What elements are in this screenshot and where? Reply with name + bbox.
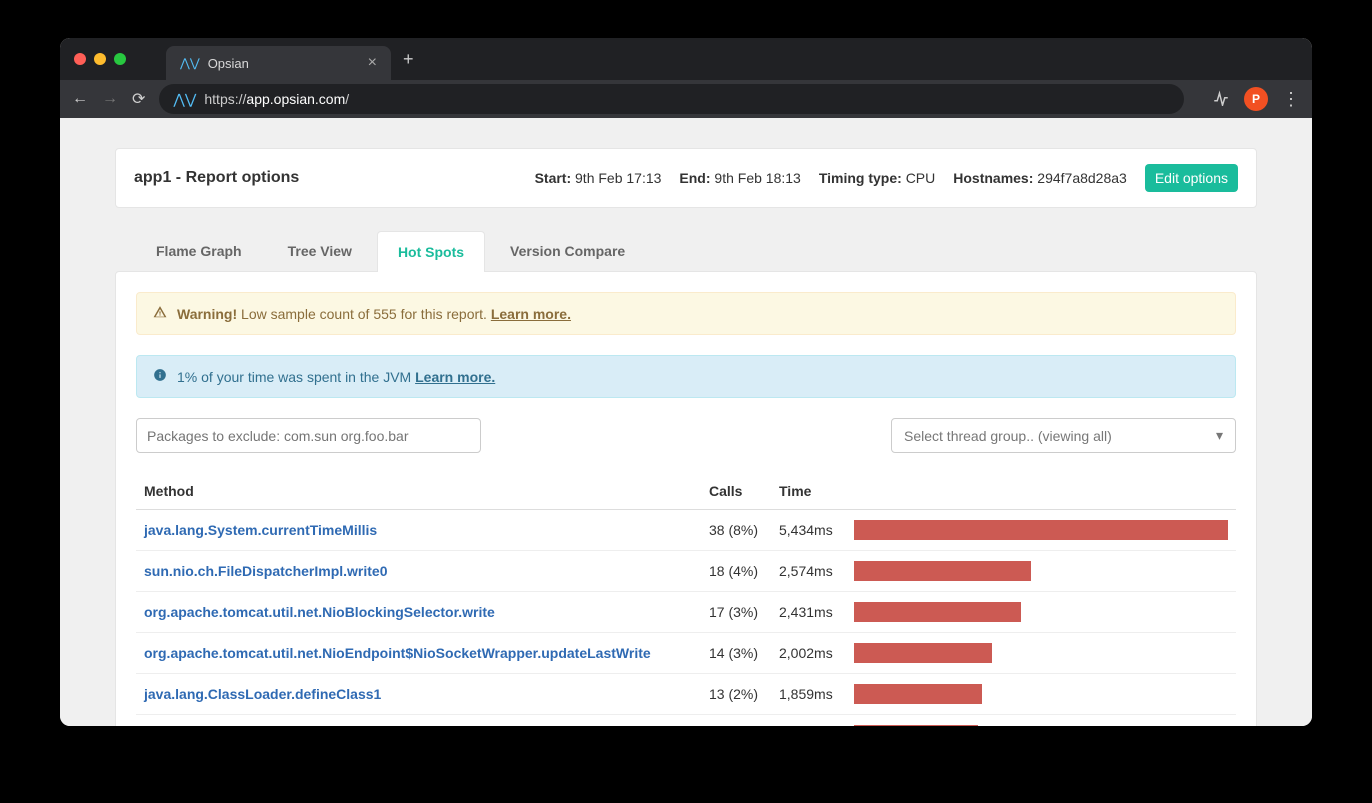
- music-icon[interactable]: [1212, 88, 1230, 111]
- avatar-letter: P: [1252, 92, 1260, 106]
- warning-learn-more-link[interactable]: Learn more.: [491, 306, 571, 322]
- time-bar: [854, 725, 978, 726]
- calls-value: 17 (3%): [701, 592, 771, 633]
- window-minimize-button[interactable]: [94, 53, 106, 65]
- profile-avatar[interactable]: P: [1244, 87, 1268, 111]
- reload-button[interactable]: ⟳: [132, 89, 145, 109]
- method-link[interactable]: org.apache.tomcat.util.net.NioEndpoint$N…: [136, 633, 701, 674]
- time-value: 1,859ms: [771, 674, 846, 715]
- method-link[interactable]: sun.nio.ch.FileDispatcherImpl.write0: [136, 551, 701, 592]
- info-text: 1% of your time was spent in the JVM Lea…: [177, 369, 495, 385]
- method-link[interactable]: [136, 715, 701, 727]
- end-label: End:: [679, 170, 710, 186]
- info-alert: 1% of your time was spent in the JVM Lea…: [136, 355, 1236, 398]
- time-bar: [854, 602, 1021, 622]
- page-title: app1 - Report options: [134, 169, 299, 187]
- tab-title: Opsian: [208, 56, 360, 71]
- browser-right-icons: P ⋮: [1212, 87, 1300, 111]
- browser-tab[interactable]: ⋀⋁ Opsian ×: [166, 46, 391, 80]
- edit-options-button[interactable]: Edit options: [1145, 164, 1238, 192]
- time-bar-cell: [846, 633, 1236, 674]
- time-value: 2,002ms: [771, 633, 846, 674]
- url-host: app.opsian.com: [246, 91, 345, 107]
- time-value: [771, 715, 846, 727]
- back-button[interactable]: ←: [72, 90, 88, 108]
- time-bar-cell: [846, 715, 1236, 727]
- calls-value: 14 (3%): [701, 633, 771, 674]
- method-link[interactable]: org.apache.tomcat.util.net.NioBlockingSe…: [136, 592, 701, 633]
- tab-tree-view[interactable]: Tree View: [267, 230, 373, 271]
- method-link[interactable]: java.lang.System.currentTimeMillis: [136, 510, 701, 551]
- hostnames-value: 294f7a8d28a3: [1037, 170, 1127, 186]
- url-bar: ← → ⟳ ⋀⋁ https://app.opsian.com/ P ⋮: [60, 80, 1312, 118]
- window-maximize-button[interactable]: [114, 53, 126, 65]
- column-header: Method: [136, 473, 701, 510]
- tab-version-compare[interactable]: Version Compare: [489, 230, 646, 271]
- report-meta: Start: 9th Feb 17:13 End: 9th Feb 18:13 …: [535, 170, 1127, 186]
- controls-row: Select thread group.. (viewing all) ▾: [136, 418, 1236, 453]
- time-bar-cell: [846, 551, 1236, 592]
- time-value: 2,431ms: [771, 592, 846, 633]
- info-icon: [153, 368, 167, 385]
- pulse-icon: ⋀⋁: [173, 91, 196, 108]
- chevron-down-icon: ▾: [1216, 427, 1223, 444]
- tab-close-icon[interactable]: ×: [368, 54, 377, 72]
- url-path: /: [345, 91, 349, 107]
- url-text: https://app.opsian.com/: [204, 91, 349, 107]
- table-row: java.lang.System.currentTimeMillis38 (8%…: [136, 510, 1236, 551]
- calls-value: 13 (2%): [701, 674, 771, 715]
- traffic-lights: [74, 53, 126, 65]
- column-header: [846, 473, 1236, 510]
- forward-button[interactable]: →: [102, 90, 118, 108]
- time-bar-cell: [846, 510, 1236, 551]
- start-label: Start:: [535, 170, 572, 186]
- new-tab-button[interactable]: +: [403, 49, 414, 70]
- info-learn-more-link[interactable]: Learn more.: [415, 369, 495, 385]
- warning-alert: Warning! Low sample count of 555 for thi…: [136, 292, 1236, 335]
- calls-value: 38 (8%): [701, 510, 771, 551]
- time-value: 2,574ms: [771, 551, 846, 592]
- hotspots-table: MethodCallsTime java.lang.System.current…: [136, 473, 1236, 726]
- time-value: 5,434ms: [771, 510, 846, 551]
- url-scheme: https://: [204, 91, 246, 107]
- content-panel: Warning! Low sample count of 555 for thi…: [115, 271, 1257, 726]
- titlebar: ⋀⋁ Opsian × +: [60, 38, 1312, 80]
- time-bar-cell: [846, 592, 1236, 633]
- view-tabs: Flame GraphTree ViewHot SpotsVersion Com…: [115, 230, 1257, 271]
- browser-window: ⋀⋁ Opsian × + ← → ⟳ ⋀⋁ https://app.opsia…: [60, 38, 1312, 726]
- table-row: org.apache.tomcat.util.net.NioEndpoint$N…: [136, 633, 1236, 674]
- tab-hot-spots[interactable]: Hot Spots: [377, 231, 485, 272]
- page-viewport: app1 - Report options Start: 9th Feb 17:…: [60, 118, 1312, 726]
- table-row: sun.nio.ch.FileDispatcherImpl.write018 (…: [136, 551, 1236, 592]
- browser-menu-button[interactable]: ⋮: [1282, 89, 1300, 110]
- table-row: [136, 715, 1236, 727]
- address-bar[interactable]: ⋀⋁ https://app.opsian.com/: [159, 84, 1184, 114]
- time-bar: [854, 684, 982, 704]
- method-link[interactable]: java.lang.ClassLoader.defineClass1: [136, 674, 701, 715]
- start-value: 9th Feb 17:13: [575, 170, 661, 186]
- thread-group-select[interactable]: Select thread group.. (viewing all) ▾: [891, 418, 1236, 453]
- column-header: Calls: [701, 473, 771, 510]
- window-close-button[interactable]: [74, 53, 86, 65]
- calls-value: 18 (4%): [701, 551, 771, 592]
- packages-exclude-input[interactable]: [136, 418, 481, 453]
- table-row: java.lang.ClassLoader.defineClass113 (2%…: [136, 674, 1236, 715]
- calls-value: [701, 715, 771, 727]
- timing-label: Timing type:: [819, 170, 902, 186]
- warning-icon: [153, 305, 167, 322]
- time-bar-cell: [846, 674, 1236, 715]
- tab-flame-graph[interactable]: Flame Graph: [135, 230, 263, 271]
- report-header: app1 - Report options Start: 9th Feb 17:…: [115, 148, 1257, 208]
- select-placeholder: Select thread group.. (viewing all): [904, 428, 1112, 444]
- time-bar: [854, 643, 992, 663]
- column-header: Time: [771, 473, 846, 510]
- warning-text: Warning! Low sample count of 555 for thi…: [177, 306, 571, 322]
- hostnames-label: Hostnames:: [953, 170, 1033, 186]
- end-value: 9th Feb 18:13: [714, 170, 800, 186]
- table-row: org.apache.tomcat.util.net.NioBlockingSe…: [136, 592, 1236, 633]
- timing-value: CPU: [906, 170, 936, 186]
- pulse-icon: ⋀⋁: [180, 56, 200, 70]
- time-bar: [854, 561, 1031, 581]
- time-bar: [854, 520, 1228, 540]
